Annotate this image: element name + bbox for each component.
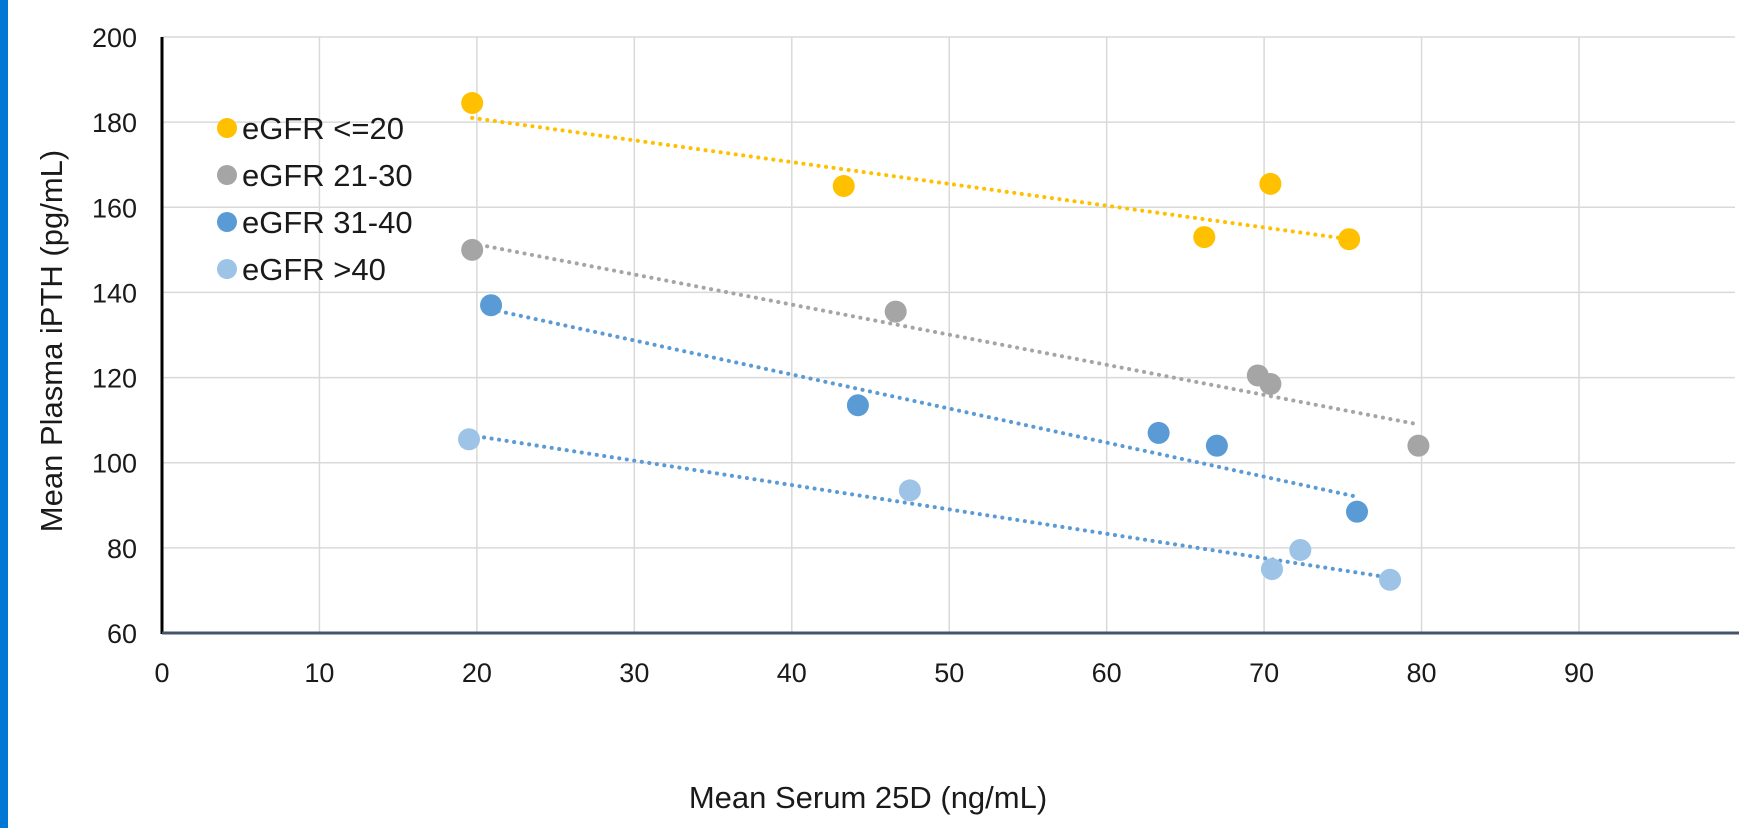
data-point <box>1407 434 1430 457</box>
data-point <box>461 238 484 261</box>
x-tick-label: 90 <box>1564 658 1594 688</box>
trendline-series-0 <box>470 115 1352 242</box>
x-tick-label: 30 <box>619 658 649 688</box>
data-point <box>1379 568 1402 591</box>
x-tick-label: 80 <box>1407 658 1437 688</box>
x-tick-label: 70 <box>1249 658 1279 688</box>
data-point <box>480 294 503 317</box>
data-point <box>458 428 481 451</box>
data-point <box>1346 500 1369 523</box>
data-point <box>1338 228 1361 251</box>
data-point <box>1289 538 1312 561</box>
legend-label: eGFR >40 <box>242 252 386 287</box>
tick-labels: 0 10 20 30 40 50 60 70 80 90 60 80 100 120 140 160 180 20… <box>92 23 1594 688</box>
y-tick-label: 200 <box>92 23 137 53</box>
data-point <box>461 91 484 114</box>
legend-label: eGFR <=20 <box>242 111 404 146</box>
x-tick-label: 60 <box>1092 658 1122 688</box>
x-tick-label: 50 <box>934 658 964 688</box>
legend-marker <box>217 212 237 232</box>
trendline-series-1 <box>470 241 1421 427</box>
legend-label: eGFR 21-30 <box>242 158 413 193</box>
y-axis-title: Mean Plasma iPTH (pg/mL) <box>34 150 69 532</box>
axes <box>160 37 1739 635</box>
legend-label: eGFR 31-40 <box>242 205 413 240</box>
x-tick-label: 0 <box>154 658 169 688</box>
y-tick-label: 120 <box>92 364 137 394</box>
trendline-series-2 <box>489 307 1360 499</box>
data-point <box>1259 372 1282 395</box>
legend: eGFR <=20 eGFR 21-30 eGFR 31-40 eGFR >40 <box>217 111 413 287</box>
data-point <box>1205 434 1228 457</box>
x-axis-title: Mean Serum 25D (ng/mL) <box>689 780 1047 815</box>
data-point <box>846 394 869 417</box>
data-point <box>1260 558 1283 581</box>
gridlines <box>162 36 1735 633</box>
y-tick-label: 80 <box>107 534 137 564</box>
legend-marker <box>217 165 237 185</box>
trendline-series-3 <box>467 433 1393 580</box>
data-point <box>1259 172 1282 195</box>
data-point <box>832 175 855 197</box>
x-tick-label: 10 <box>304 658 334 688</box>
x-tick-label: 40 <box>777 658 807 688</box>
y-tick-label: 160 <box>92 193 137 223</box>
y-tick-label: 180 <box>92 108 137 138</box>
data-point <box>898 479 921 502</box>
data-point <box>1193 226 1216 249</box>
data-point <box>884 300 907 323</box>
data-point <box>1147 421 1170 444</box>
y-tick-label: 60 <box>107 619 137 649</box>
legend-marker <box>217 259 237 279</box>
accent-bar <box>0 0 8 828</box>
x-tick-label: 20 <box>462 658 492 688</box>
trendlines <box>467 115 1421 580</box>
data-points <box>458 91 1430 591</box>
y-tick-label: 140 <box>92 278 137 308</box>
y-tick-label: 100 <box>92 449 137 479</box>
legend-marker <box>217 118 237 138</box>
